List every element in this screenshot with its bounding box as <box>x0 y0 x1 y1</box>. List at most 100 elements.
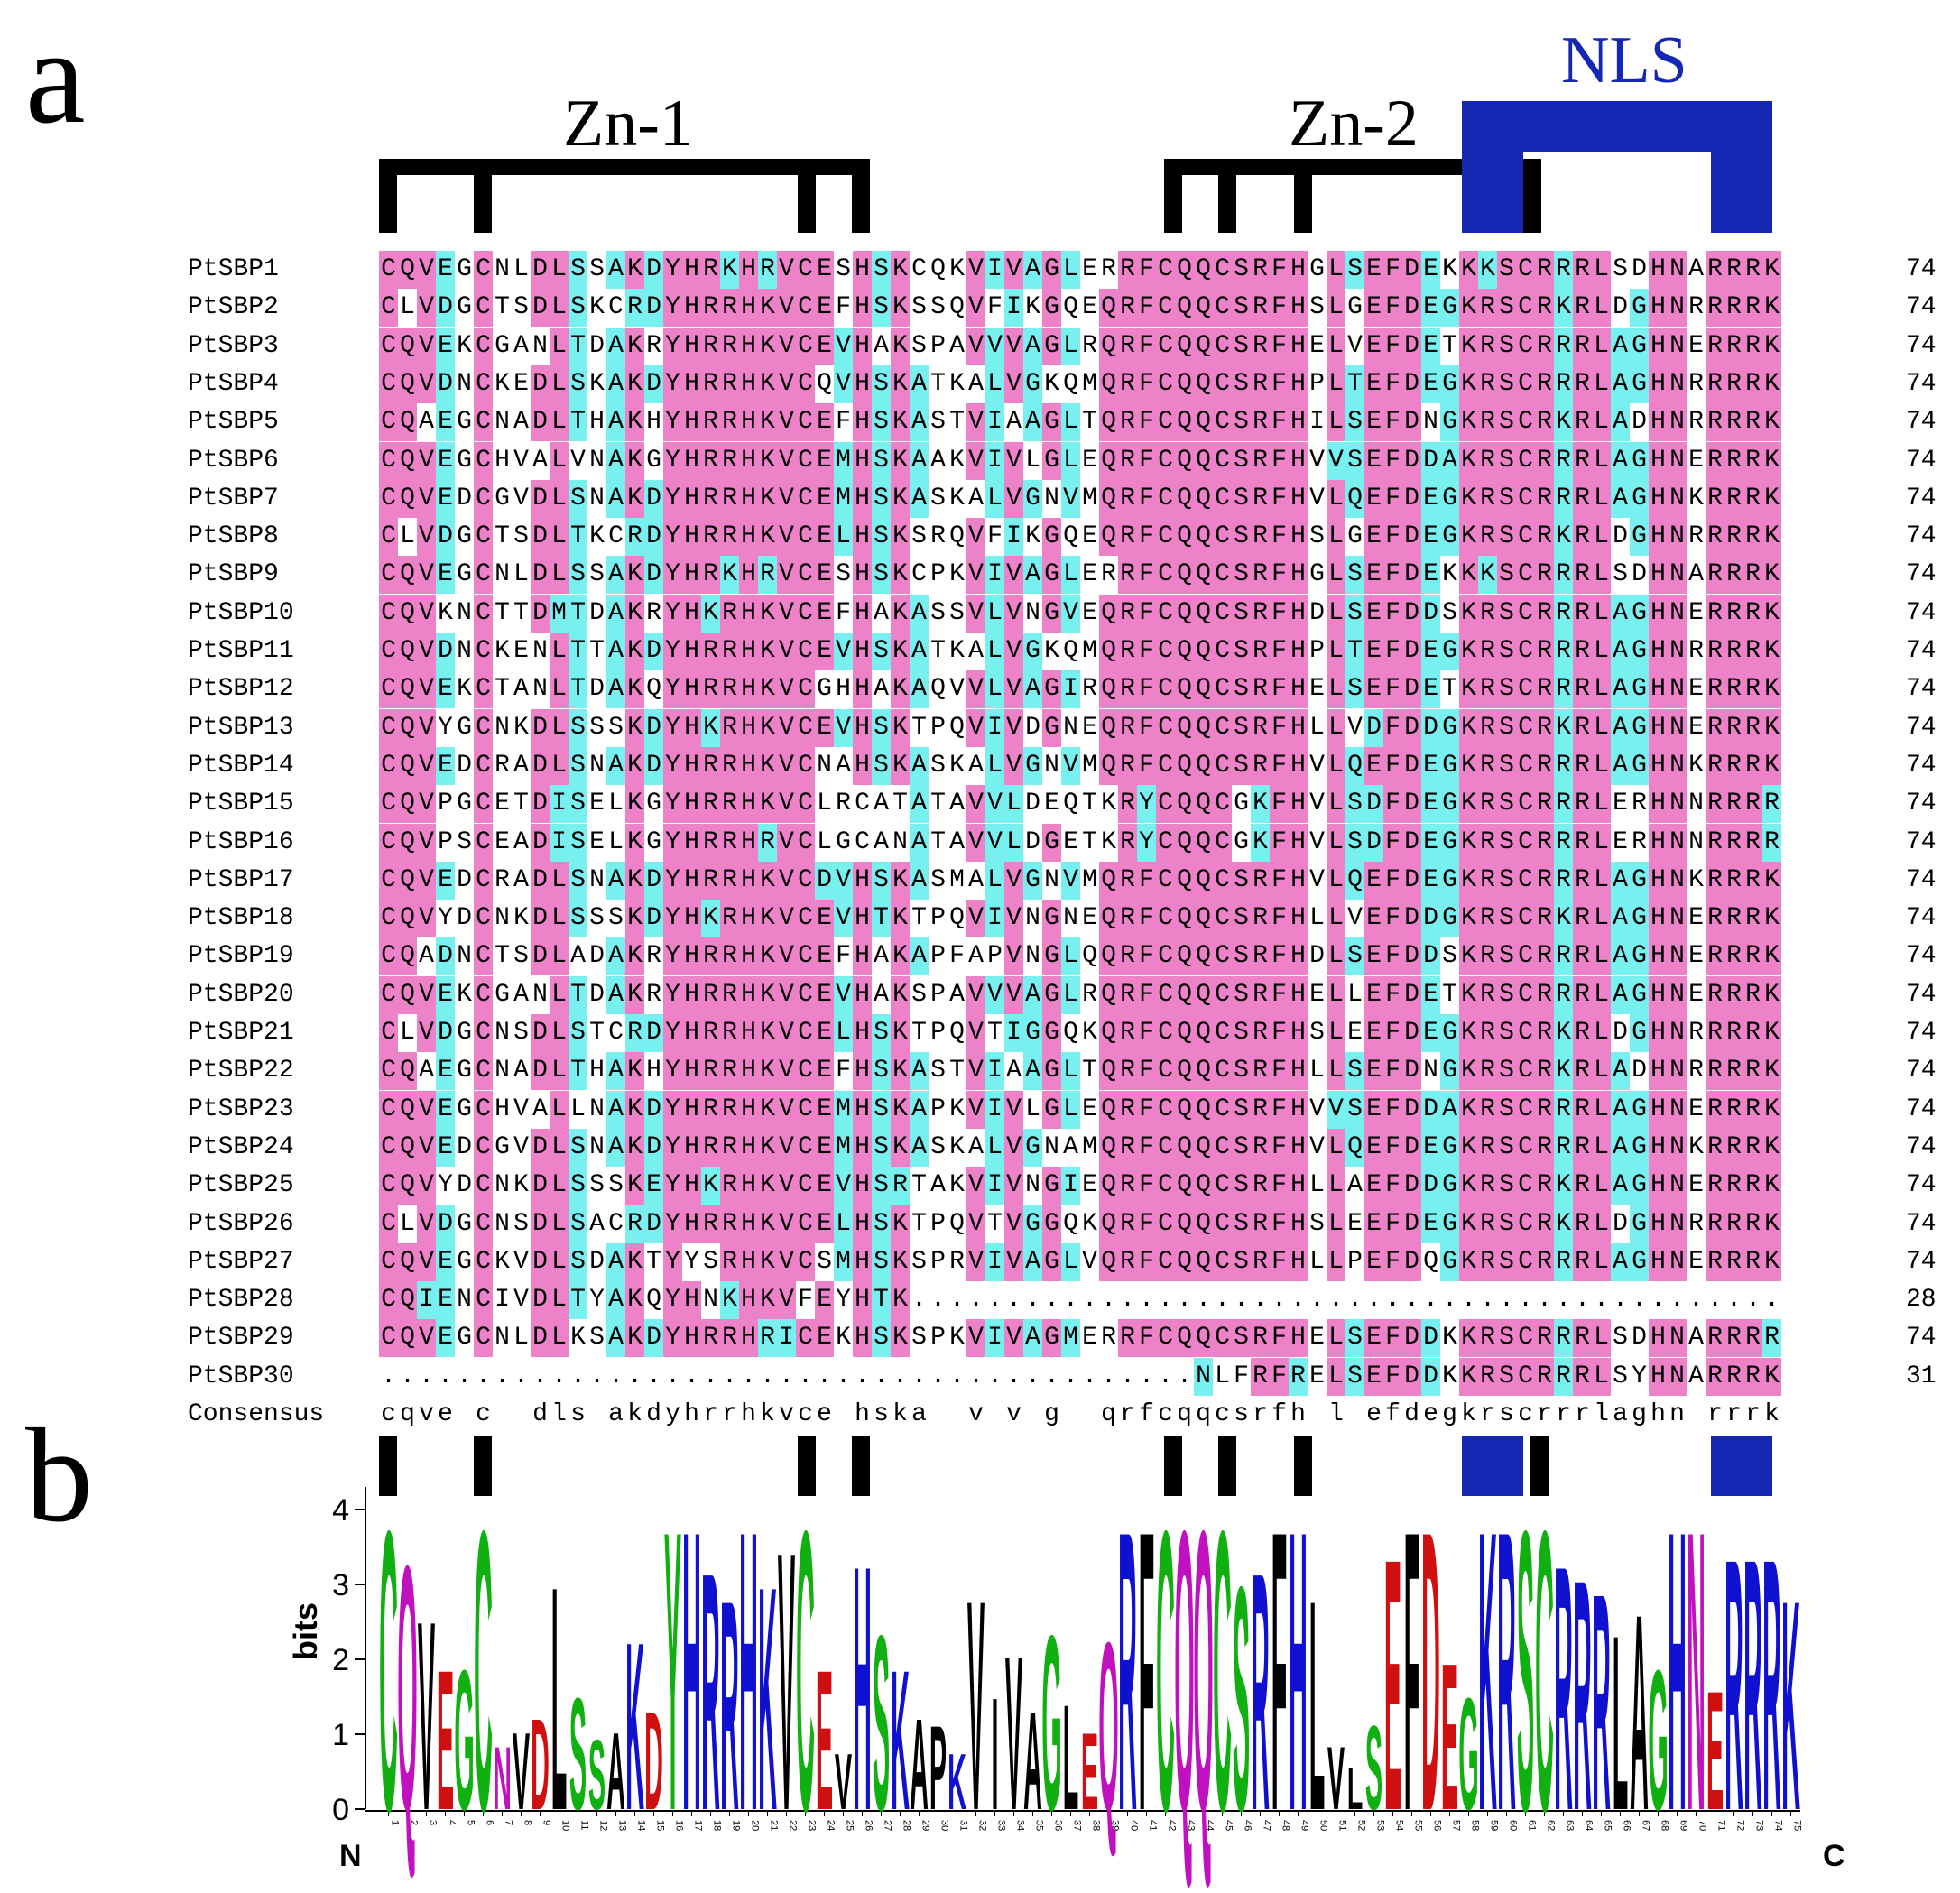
residue: S <box>1611 251 1630 289</box>
residue: V <box>417 251 436 289</box>
residue: H <box>1649 289 1668 328</box>
sequence-name: PtSBP1 <box>188 251 279 289</box>
residue: C <box>1213 251 1232 289</box>
residue: R <box>1573 251 1592 289</box>
residue: C <box>1213 289 1232 328</box>
logo-letter: L <box>1063 1675 1079 1842</box>
residue: K <box>1459 251 1478 289</box>
logo-letter: S <box>1233 1521 1250 1878</box>
c-terminus-label: C <box>1823 1839 1845 1874</box>
residue: F <box>1137 289 1156 328</box>
logo-letter: L <box>1347 1755 1364 1822</box>
panel-label-a: a <box>25 9 86 144</box>
residue: G <box>455 251 474 289</box>
residue: D <box>436 289 455 328</box>
residue: D <box>531 289 550 328</box>
logo-letter: A <box>1630 1556 1649 1869</box>
logo-letter: C <box>796 1449 815 1893</box>
residue: R <box>1478 289 1497 328</box>
zn2-bracket-tick <box>1294 159 1312 233</box>
residue: Q <box>1175 251 1194 289</box>
logo-letter: K <box>1781 1538 1800 1873</box>
logo-letter: Q <box>397 1493 417 1884</box>
logo-letter: R <box>1724 1483 1743 1886</box>
residue: C <box>1156 251 1175 289</box>
logo-letter: H <box>682 1449 701 1893</box>
residue: Q <box>1175 289 1194 328</box>
residue: Q <box>1194 251 1213 289</box>
logo-letter: R <box>1251 1501 1270 1882</box>
residue: F <box>1137 251 1156 289</box>
logo-letter: I <box>991 1664 998 1842</box>
residue: E <box>815 289 834 328</box>
residue: T <box>493 289 512 327</box>
residue: K <box>1440 251 1459 289</box>
residue: E <box>436 251 455 289</box>
logo-letter: G <box>454 1630 474 1852</box>
residue: A <box>606 251 625 289</box>
residue: K <box>1762 251 1781 289</box>
logo-letter: H <box>739 1449 758 1893</box>
residue: V <box>777 289 796 328</box>
logo-letter: C <box>1156 1449 1175 1893</box>
residue: L <box>512 251 531 289</box>
logo-y-tick-label: 1 <box>332 1718 349 1752</box>
residue: K <box>1554 289 1573 328</box>
nls-bracket-left <box>1462 101 1523 233</box>
residue: S <box>569 289 587 328</box>
logo-letter: C <box>379 1449 398 1893</box>
residue: L <box>398 289 417 327</box>
logo-letter: E <box>437 1630 454 1852</box>
logo-letter: A <box>910 1692 929 1837</box>
residue: I <box>985 251 1004 289</box>
residue: K <box>587 289 606 327</box>
residue: K <box>1459 289 1478 328</box>
logo-letter: C <box>1535 1449 1554 1893</box>
logo-letter: Q <box>1193 1449 1213 1893</box>
residue: R <box>1251 251 1270 289</box>
logo-y-tick-label: 0 <box>332 1793 349 1827</box>
logo-letter: A <box>1023 1683 1042 1840</box>
residue: Q <box>1194 289 1213 328</box>
residue: H <box>739 289 758 328</box>
residue: E <box>815 251 834 289</box>
residue: Y <box>663 251 682 289</box>
logo-letter: R <box>1118 1449 1137 1893</box>
residue: C <box>796 289 815 328</box>
residue: K <box>891 289 910 328</box>
residue: K <box>891 251 910 289</box>
logo-letter: D <box>644 1683 663 1840</box>
residue: F <box>1270 289 1289 328</box>
residue: R <box>758 251 777 289</box>
residue: S <box>872 251 891 289</box>
residue: L <box>1061 251 1080 289</box>
residue: C <box>1156 289 1175 328</box>
residue: S <box>569 251 587 289</box>
residue: V <box>1004 251 1023 289</box>
residue: L <box>550 289 569 328</box>
logo-letter: G <box>1458 1664 1478 1842</box>
logo-letter: E <box>816 1630 833 1852</box>
residue: A <box>1687 251 1706 289</box>
logo-letter: L <box>1613 1584 1629 1862</box>
residue: S <box>1497 289 1516 328</box>
residue: S <box>929 289 948 327</box>
residue: N <box>1668 289 1687 328</box>
residue: H <box>853 289 872 328</box>
residue: Q <box>948 289 966 327</box>
nls-bracket-right <box>1711 101 1772 233</box>
logo-letter: R <box>1762 1483 1781 1886</box>
residue: R <box>1251 289 1270 328</box>
logo-y-axis-title: bits <box>287 1602 325 1660</box>
panel-label-b: b <box>25 1408 93 1543</box>
residue: Y <box>663 289 682 328</box>
residue: C <box>796 251 815 289</box>
logo-letter: R <box>1592 1529 1611 1875</box>
residue: L <box>1327 289 1345 328</box>
logo-letter: F <box>1271 1449 1288 1893</box>
sequence-name: PtSBP2 <box>188 289 279 327</box>
residue: K <box>720 251 739 289</box>
residue: F <box>1383 289 1402 328</box>
residue: F <box>985 289 1004 327</box>
logo-letter: F <box>1139 1449 1155 1893</box>
